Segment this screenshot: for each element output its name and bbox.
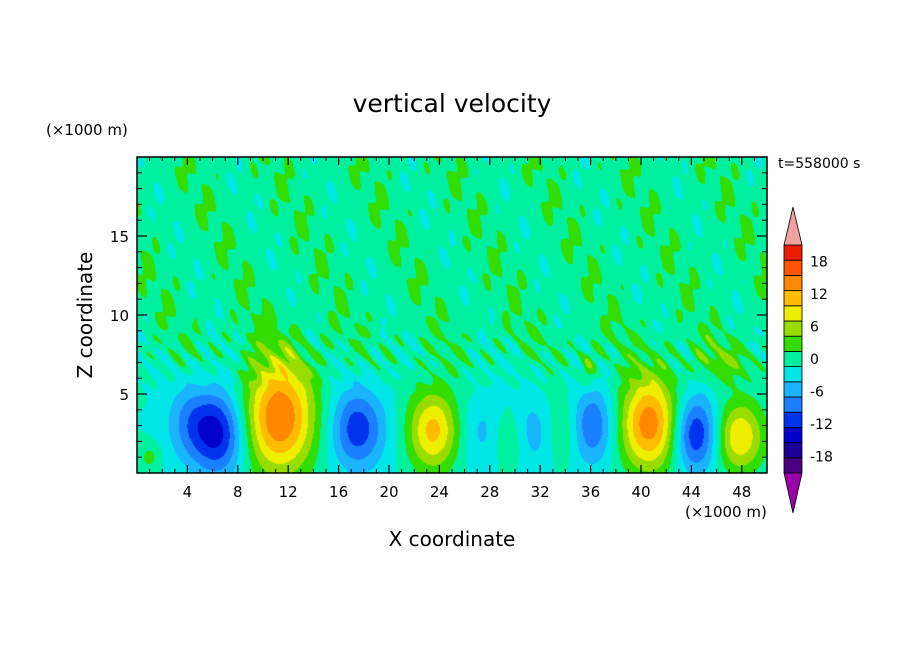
colorbar-segment	[783, 381, 803, 398]
y-tick-label: 10	[110, 307, 129, 325]
colorbar-tick-label: -12	[810, 417, 833, 433]
z-unit-label: (×1000 m)	[46, 121, 128, 139]
colorbar-segment	[783, 457, 803, 474]
colorbar-tick-label: 6	[810, 319, 819, 335]
colorbar-tick-label: 0	[810, 352, 819, 368]
x-tick-label: 36	[581, 483, 600, 501]
colorbar-segment	[783, 274, 803, 291]
x-tick-label: 4	[183, 483, 193, 501]
colorbar-segment	[783, 244, 803, 261]
colorbar-segment	[783, 442, 803, 459]
chart-title: vertical velocity	[353, 89, 552, 118]
colorbar-segment	[783, 411, 803, 428]
x-tick-label: 12	[279, 483, 298, 501]
colorbar-segment	[783, 290, 803, 307]
x-axis: 4 8 12 16 20 24 28 32 36 40 44 48	[149, 157, 755, 501]
colorbar-segment	[783, 305, 803, 322]
colorbar-segment	[783, 320, 803, 337]
colorbar: 18 12 6 0 -6 -12 -18	[783, 206, 833, 514]
colorbar-tick-label: 18	[810, 254, 828, 270]
y-axis-label: Z coordinate	[73, 252, 97, 379]
contour-field	[137, 157, 767, 473]
colorbar-tick-label: -6	[810, 385, 824, 401]
x-tick-label: 40	[631, 483, 650, 501]
x-tick-label: 48	[732, 483, 751, 501]
x-tick-label: 28	[480, 483, 499, 501]
colorbar-segment	[783, 366, 803, 383]
x-tick-label: 8	[233, 483, 243, 501]
y-axis: 5 10 15	[110, 172, 767, 458]
colorbar-tick-label: 12	[810, 287, 828, 303]
y-tick-label: 15	[110, 228, 129, 246]
colorbar-segment	[783, 335, 803, 352]
x-tick-label: 16	[329, 483, 348, 501]
x-axis-label: X coordinate	[389, 527, 516, 551]
x-tick-label: 24	[430, 483, 449, 501]
x-tick-label: 20	[379, 483, 398, 501]
colorbar-segment	[783, 396, 803, 413]
time-label: t=558000 s	[778, 156, 860, 172]
colorbar-over-arrow	[783, 206, 803, 246]
y-tick-label: 5	[119, 386, 129, 404]
x-tick-label: 32	[531, 483, 550, 501]
colorbar-tick-label: -18	[810, 450, 833, 466]
colorbar-segment	[783, 426, 803, 443]
plot-area	[137, 157, 767, 473]
x-tick-label: 44	[682, 483, 701, 501]
colorbar-segment	[783, 259, 803, 276]
colorbar-segment	[783, 350, 803, 367]
x-unit-label: (×1000 m)	[685, 503, 767, 521]
colorbar-under-arrow	[783, 472, 803, 514]
